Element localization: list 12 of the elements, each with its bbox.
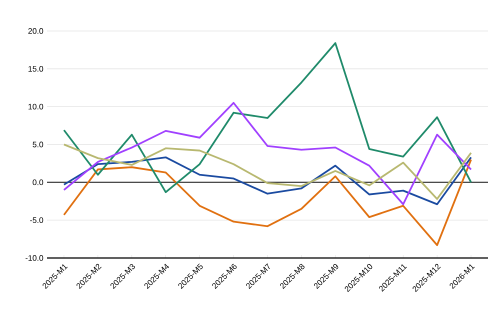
y-tick-label: 0.0: [32, 179, 44, 186]
line-series: [63, 102, 472, 206]
line-series: [63, 144, 472, 200]
y-tick-label: -10.0: [26, 255, 44, 261]
y-tick-label: 20.0: [28, 28, 44, 34]
y-tick-label: -5.0: [30, 217, 44, 223]
y-tick-label: 15.0: [28, 66, 44, 72]
y-tick-label: 5.0: [32, 142, 44, 148]
line-series: [63, 158, 472, 246]
line-series: [63, 156, 472, 206]
line-series: [63, 42, 472, 194]
y-tick-label: 10.0: [28, 104, 44, 110]
